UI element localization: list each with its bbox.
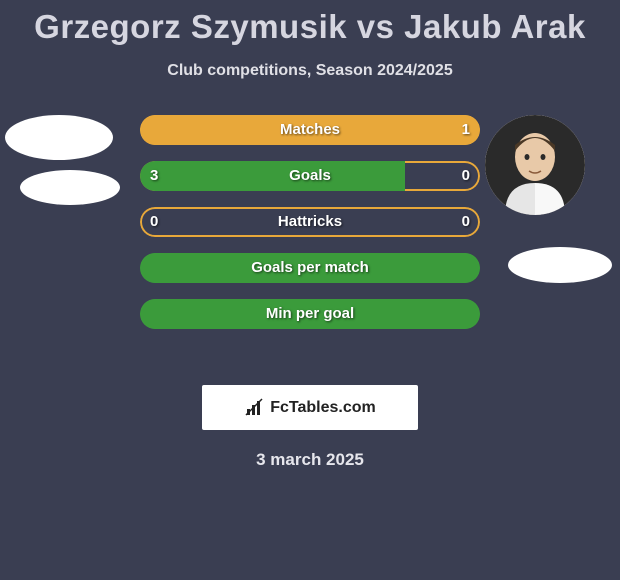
bar-label: Matches <box>140 115 480 145</box>
player-left-oval <box>20 170 120 205</box>
logo-text: FcTables.com <box>270 399 376 417</box>
chart-icon <box>244 397 266 419</box>
stat-bar-row: Hattricks0 0 <box>140 207 480 237</box>
comparison-chart: Matches1Goals30Hattricks00Goals per matc… <box>0 115 620 375</box>
bar-label: Min per goal <box>140 299 480 329</box>
stat-bars: Matches1Goals30Hattricks00Goals per matc… <box>140 115 480 345</box>
stat-bar-row: Goals per match <box>140 253 480 283</box>
bar-value-left: 3 <box>150 161 158 191</box>
bar-value-left: 0 <box>150 207 158 237</box>
stat-bar-row: Matches1 <box>140 115 480 145</box>
bar-label: Hattricks <box>140 207 480 237</box>
render-date: 3 march 2025 <box>0 450 620 470</box>
stat-bar-row: Min per goal <box>140 299 480 329</box>
player-right-oval <box>508 247 612 283</box>
player-left-avatar-placeholder <box>5 115 113 160</box>
comparison-title: Grzegorz Szymusik vs Jakub Arak <box>0 0 620 46</box>
bar-value-right: 1 <box>462 115 470 145</box>
bar-value-right: 0 <box>462 207 470 237</box>
bar-value-right: 0 <box>462 161 470 191</box>
bar-label: Goals per match <box>140 253 480 283</box>
logo-attribution: FcTables.com <box>202 385 418 430</box>
stat-bar-row: Goals3 0 <box>140 161 480 191</box>
player-right-avatar <box>485 115 585 215</box>
bar-label: Goals <box>140 161 480 191</box>
season-subtitle: Club competitions, Season 2024/2025 <box>0 62 620 80</box>
